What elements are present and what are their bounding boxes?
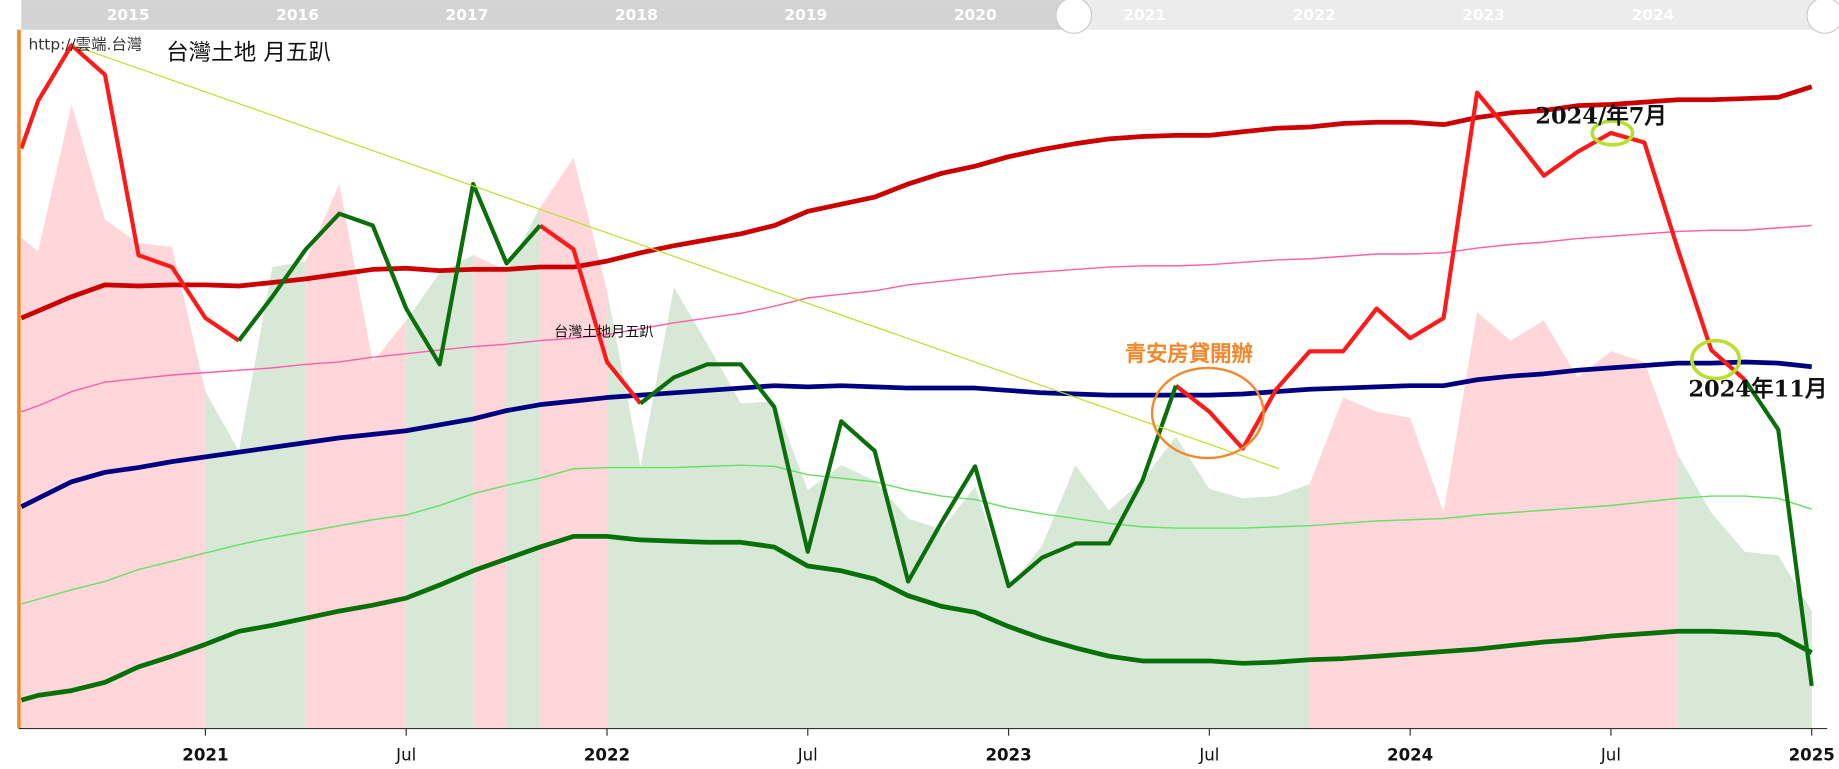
navigator-label: 2019: [784, 6, 827, 24]
navigator-handle[interactable]: [1055, 0, 1093, 34]
series-line: [20, 84, 1813, 321]
navigator-selected: [21, 0, 1074, 30]
navigator-label: 2022: [1293, 6, 1336, 24]
x-tick-label: 2023: [985, 745, 1031, 764]
navigator-label: 2015: [107, 6, 150, 24]
area-region: [506, 207, 541, 729]
annotation: 青安房貸開辦: [1125, 341, 1253, 367]
series-line: [20, 359, 1812, 509]
chart-title: 台灣土地 月五趴: [166, 40, 331, 66]
navigator-label: 2024: [1632, 6, 1675, 24]
navigator-label: 2020: [954, 6, 997, 24]
navigator-label: 2021: [1123, 6, 1166, 24]
area-region: [473, 255, 507, 729]
annotation: 2024/年7月: [1535, 103, 1667, 130]
annotation: 2024年11月: [1688, 375, 1827, 402]
highlight-circle: [1690, 338, 1742, 381]
area-region: [540, 157, 607, 729]
source: http://雲端.台灣: [28, 36, 142, 54]
series-line: [21, 464, 1812, 605]
x-tick-label: Jul: [1198, 745, 1219, 764]
x-tick-label: Jul: [797, 745, 818, 764]
series-line: [21, 224, 1812, 413]
area-region: [1677, 454, 1812, 729]
navigator-label: 2023: [1462, 6, 1505, 24]
navigator-label: 2017: [446, 6, 489, 24]
navigator-handle[interactable]: [1806, 0, 1839, 34]
x-tick-label: 2022: [584, 745, 630, 764]
area-region: [1309, 312, 1678, 729]
x-tick-label: 2024: [1387, 745, 1433, 764]
x-tick-label: Jul: [395, 745, 416, 764]
area-region: [205, 261, 306, 729]
series-line: [237, 181, 1814, 687]
area-region: [406, 255, 474, 729]
highlight-circle: [1590, 119, 1635, 147]
area-region: [606, 287, 1310, 729]
x-tick-label: 2025: [1789, 745, 1835, 764]
navigator-label: 2016: [276, 6, 319, 24]
navigator-labels: 2015 2016 2017 2018 2019 2020 2021 2022 2023 2024: [107, 6, 1675, 24]
x-tick-label: Jul: [1600, 745, 1621, 764]
series-line: [19, 43, 1747, 451]
area-region: [305, 183, 407, 729]
navigator-rest: [1073, 0, 1828, 30]
plot: [19, 43, 1814, 729]
area-region: [21, 104, 206, 729]
highlight-circle: [1150, 366, 1265, 460]
x-tick-label: 2021: [182, 745, 228, 764]
series-label: 台灣土地月五趴: [554, 323, 654, 340]
trend-line: [72, 44, 1280, 470]
series-line: [20, 533, 1813, 703]
navigator-label: 2018: [615, 6, 658, 24]
